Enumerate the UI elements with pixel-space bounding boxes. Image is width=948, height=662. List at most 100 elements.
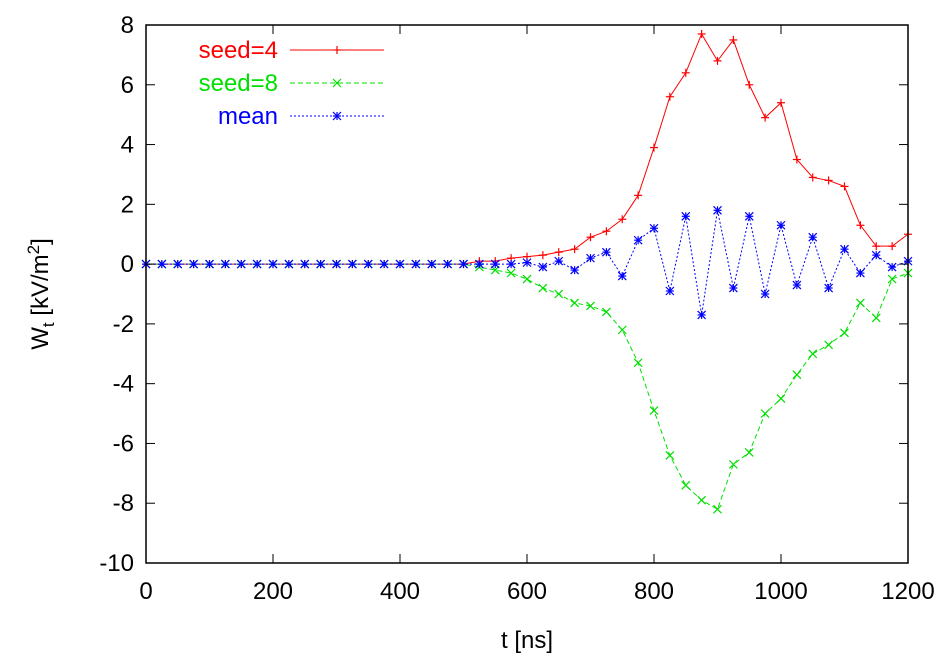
data-point <box>538 262 548 272</box>
data-point <box>776 394 786 404</box>
data-point <box>808 349 818 359</box>
data-point <box>570 298 580 308</box>
legend-label: seed=8 <box>199 70 278 97</box>
data-point <box>617 325 627 335</box>
legend-marker <box>333 46 341 54</box>
data-point <box>729 35 738 44</box>
legend-label: mean <box>218 103 278 130</box>
data-point <box>728 459 738 469</box>
data-point <box>665 92 674 101</box>
data-point <box>871 250 881 260</box>
y-axis-title-subscript: t <box>39 322 58 327</box>
data-point <box>887 274 897 284</box>
ticks-layer: 0 200 400 600 800 1000 1200 -10 -8 -6 -4 -2 0 2 4 6 8 <box>99 12 934 605</box>
data-point <box>522 258 532 268</box>
data-point <box>808 173 817 182</box>
data-point <box>855 268 865 278</box>
series-line <box>146 263 909 510</box>
y-tick-label: -8 <box>113 490 134 517</box>
data-point <box>427 259 437 269</box>
data-point <box>332 259 341 269</box>
data-point <box>777 98 785 107</box>
data-point <box>808 232 818 242</box>
series-1 <box>141 259 913 514</box>
y-axis-title-unit-close: ] <box>27 238 54 245</box>
y-tick-label: -4 <box>113 371 134 398</box>
data-point <box>157 259 167 269</box>
data-point <box>697 29 706 38</box>
y-tick-label: 8 <box>121 12 134 39</box>
data-point <box>220 259 230 269</box>
y-axis-title-unit-open: [kV/m <box>27 254 54 322</box>
data-point <box>681 211 691 221</box>
data-point <box>792 370 802 380</box>
data-point <box>650 143 658 152</box>
data-point <box>554 289 564 299</box>
data-point <box>443 259 453 269</box>
data-point <box>602 227 611 236</box>
data-point <box>713 56 722 65</box>
data-point <box>570 245 579 254</box>
data-point <box>855 298 865 308</box>
y-tick-label: 4 <box>121 132 134 159</box>
y-tick-label: -6 <box>113 430 134 457</box>
data-point <box>840 182 849 191</box>
legend-marker <box>332 78 342 88</box>
data-point <box>506 259 516 269</box>
data-point <box>601 307 611 317</box>
data-point <box>506 268 516 278</box>
data-point <box>824 176 833 185</box>
data-point <box>824 283 834 293</box>
data-point <box>713 504 722 514</box>
data-point <box>776 220 786 230</box>
series-layer <box>141 29 913 514</box>
data-point <box>840 244 849 254</box>
x-tick-label: 600 <box>507 578 547 605</box>
data-point <box>872 242 881 251</box>
x-tick-label: 400 <box>380 578 420 605</box>
data-point <box>300 259 310 269</box>
y-tick-label: -10 <box>99 550 134 577</box>
data-point <box>887 262 897 272</box>
data-point <box>490 259 500 269</box>
data-point <box>617 271 627 281</box>
data-point <box>554 256 564 266</box>
data-point <box>633 358 643 368</box>
data-point <box>792 155 801 164</box>
data-point <box>760 289 770 299</box>
data-point <box>856 221 865 230</box>
data-point <box>634 191 643 200</box>
y-tick-label: 6 <box>121 72 134 99</box>
data-point <box>888 242 897 251</box>
data-point <box>681 480 691 490</box>
data-point <box>728 283 738 293</box>
data-point <box>761 113 770 122</box>
data-point <box>760 409 770 418</box>
data-point <box>713 205 722 215</box>
data-point <box>649 406 659 415</box>
data-point <box>586 301 595 311</box>
data-point <box>618 215 627 224</box>
data-point <box>252 259 262 269</box>
series-2 <box>141 205 913 320</box>
data-point <box>586 253 595 263</box>
data-point <box>792 280 802 290</box>
y-tick-label: -2 <box>113 311 134 338</box>
y-tick-label: 2 <box>121 191 134 218</box>
data-point <box>522 274 532 284</box>
data-point <box>284 259 294 269</box>
y-axis-title-superscript: 2 <box>24 245 43 254</box>
data-point <box>538 283 548 293</box>
data-point <box>840 328 849 338</box>
data-point <box>633 235 643 245</box>
data-point <box>570 265 580 275</box>
data-point <box>586 233 595 242</box>
data-point <box>205 259 214 269</box>
data-point <box>744 447 754 457</box>
data-point <box>474 259 484 269</box>
data-point <box>871 313 881 323</box>
series-0 <box>142 29 912 269</box>
data-point <box>268 259 278 269</box>
